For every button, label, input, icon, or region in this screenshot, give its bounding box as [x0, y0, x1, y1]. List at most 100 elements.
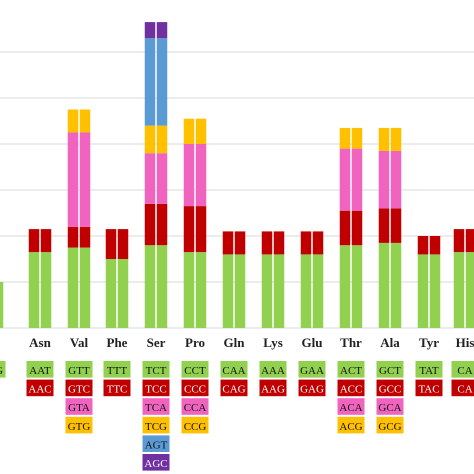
bar-segment-TCA [156, 153, 168, 204]
codon-label: GTT [68, 365, 90, 377]
bar-segment-CA [465, 252, 474, 328]
codon-label: CAG [222, 384, 245, 396]
codon-label: TCC [145, 384, 166, 396]
bar-segment-AAT [28, 252, 40, 328]
category-label: Phe [107, 335, 128, 350]
codon-box [0, 361, 6, 378]
codon-box [451, 379, 474, 397]
bar-segment-AAA [261, 254, 273, 328]
bar-segment-GCG [390, 127, 402, 151]
codon-label: CCC [184, 384, 206, 396]
bar-segment-GTA [79, 132, 91, 227]
codon-box [142, 435, 170, 452]
category-label: Gln [224, 335, 246, 350]
codon-label: GCG [378, 421, 401, 433]
codon-label: CA [457, 384, 472, 396]
bar-segment-GCT [378, 242, 390, 328]
bar-segment-GTA [67, 132, 79, 227]
bar-segment-TCC [156, 203, 168, 246]
codon-label: TTT [107, 365, 127, 377]
codon-boxes: CTG AAT AAC GTT GTC GTA GTG TTT TTC TCT TCC TCA TCG A… [0, 361, 474, 471]
bar-segment-TTC [117, 229, 129, 259]
codon-box [415, 361, 443, 378]
bar-segment-TTT [105, 259, 117, 328]
bar-segment-GTC [79, 226, 91, 248]
codon-label: ACA [339, 402, 362, 414]
category-label: Ala [380, 335, 400, 350]
codon-box [451, 361, 474, 378]
codon-box [26, 361, 54, 378]
codon-label: TTC [107, 384, 128, 396]
codon-label: CCA [184, 402, 207, 414]
bar-segment-AGC [156, 22, 168, 39]
codon-box [26, 379, 54, 397]
codon-label: CA [457, 365, 472, 377]
codon-box [337, 398, 365, 415]
bar-segment-GAG [312, 231, 324, 255]
bar-segment-CCC [183, 206, 195, 253]
bar-segment-TCA [144, 153, 156, 204]
category-label: His [456, 335, 474, 350]
codon-label: AAA [261, 365, 285, 377]
bar-segment-GAA [300, 254, 312, 328]
codon-label: AGC [144, 458, 167, 470]
bar-segment-ACG [351, 127, 363, 149]
category-label: Lys [263, 335, 283, 350]
bar-segment-ACA [351, 148, 363, 211]
bar-segment-ACC [339, 210, 351, 246]
codon-box [376, 379, 404, 397]
codon-box [220, 361, 248, 378]
codon-box [220, 379, 248, 397]
bar-segment-ACT [339, 245, 351, 328]
codon-box [142, 454, 170, 471]
codon-box [142, 361, 170, 378]
codon-box [65, 361, 93, 378]
bar-segment-GCG [378, 127, 390, 151]
codon-label: TCA [145, 402, 167, 414]
bar-segment-TTC [105, 229, 117, 259]
bar-segment-CA [453, 229, 465, 253]
bar-segment-AAG [261, 231, 273, 255]
codon-label: AAG [261, 384, 285, 396]
bar-segment-AGT [144, 38, 156, 126]
codon-label: AAC [28, 384, 51, 396]
bar-segment-GAG [300, 231, 312, 255]
bar-segment-GCC [390, 208, 402, 243]
stacked-bars [0, 22, 474, 328]
bar-segment-TAC [429, 236, 441, 255]
codon-box [181, 361, 209, 378]
bar-segment-CCG [195, 118, 207, 144]
bar-segment-TCT [156, 245, 168, 328]
codon-box [65, 416, 93, 434]
bar-segment-AGC [144, 22, 156, 39]
bar-segment-GAA [312, 254, 324, 328]
bar-segment-GCA [390, 150, 402, 209]
bar-segment-AAT [40, 252, 52, 328]
codon-box [103, 379, 131, 397]
category-label: Pro [185, 335, 205, 350]
bar-segment-AAC [40, 229, 52, 253]
bar-segment-TAC [417, 236, 429, 255]
codon-box [376, 416, 404, 434]
bar-segment-GCA [378, 150, 390, 209]
bar-segment-TTT [117, 259, 129, 328]
bar-segment-AAA [273, 254, 285, 328]
codon-box [415, 379, 443, 397]
codon-label: TCT [146, 365, 167, 377]
bar-segment-CA [453, 252, 465, 328]
bar-segment-CA [465, 229, 474, 253]
bar-segment-ACC [351, 210, 363, 246]
category-label: Val [70, 335, 89, 350]
bar-segment-ACG [339, 127, 351, 149]
bar-segment-GCT [390, 242, 402, 328]
codon-label: TAC [418, 384, 439, 396]
codon-box [259, 361, 287, 378]
bar-segment-CAA [222, 254, 234, 328]
bar-segment-TCT [144, 245, 156, 328]
codon-box [337, 416, 365, 434]
codon-label: GCA [378, 402, 401, 414]
codon-label: GAA [300, 365, 324, 377]
codon-box [65, 379, 93, 397]
codon-box [65, 398, 93, 415]
